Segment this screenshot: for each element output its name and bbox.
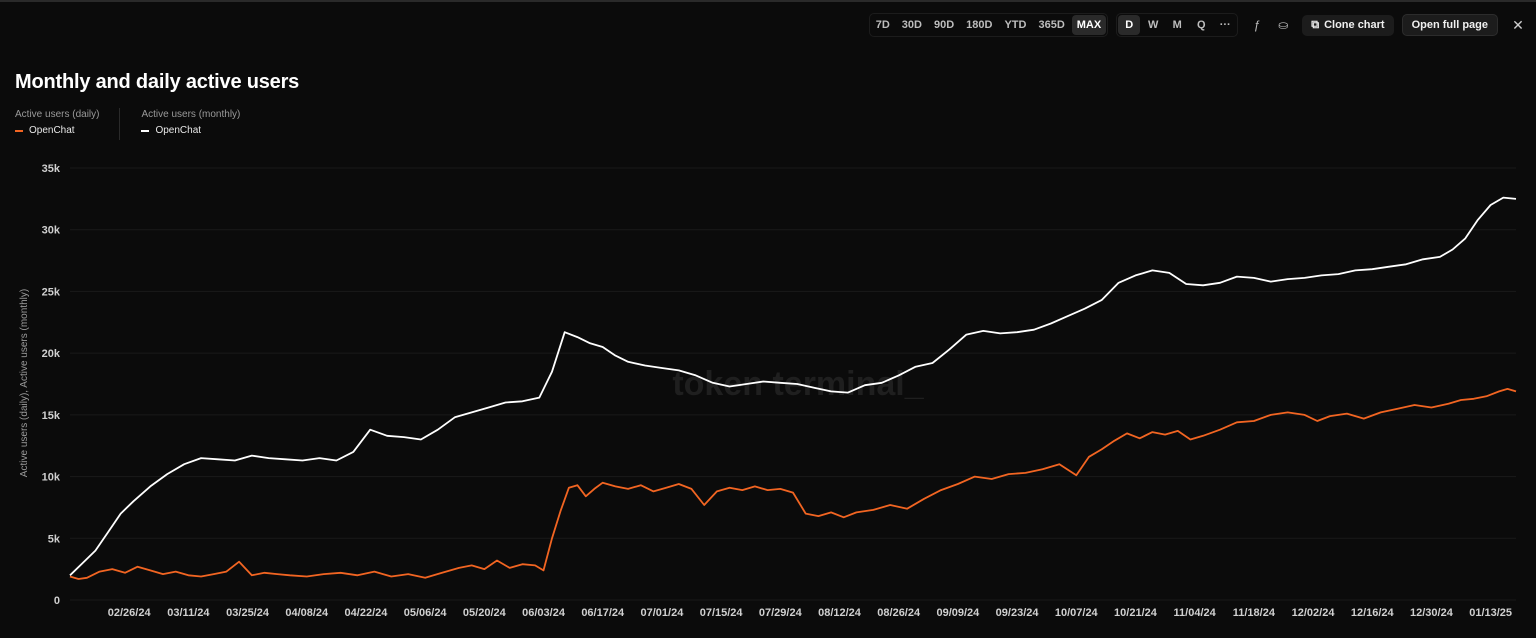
x-tick-label: 10/21/24 xyxy=(1114,607,1158,619)
y-tick-label: 10k xyxy=(42,472,61,484)
frequency-weekly-button[interactable]: W xyxy=(1148,19,1159,31)
x-tick-label: 03/25/24 xyxy=(226,607,270,619)
legend-item-monthly[interactable]: OpenChat xyxy=(141,125,240,136)
monthly-active-users-line xyxy=(69,196,1517,576)
more-options-icon[interactable]: ··· xyxy=(1219,19,1231,31)
x-tick-label: 05/20/24 xyxy=(463,607,507,619)
x-tick-label: 11/04/24 xyxy=(1174,607,1217,619)
range-7d-button[interactable]: 7D xyxy=(875,19,890,31)
formula-icon[interactable]: ƒ xyxy=(1253,18,1261,32)
x-tick-label: 10/07/24 xyxy=(1055,607,1099,619)
daily-active-users-line xyxy=(69,387,1517,580)
legend-label: OpenChat xyxy=(155,125,202,136)
range-ytd-button[interactable]: YTD xyxy=(1004,19,1027,31)
y-axis: 0 5k 10k 15k 20k 25k 30k 35k xyxy=(42,163,61,607)
y-tick-label: 0 xyxy=(54,595,60,607)
x-tick-label: 09/09/24 xyxy=(936,607,980,619)
legend-swatch-monthly xyxy=(141,129,150,132)
frequency-selector: D W M Q ··· xyxy=(1116,13,1239,37)
x-tick-label: 09/23/24 xyxy=(996,607,1040,619)
legend-swatch-daily xyxy=(15,129,23,132)
range-selector: 7D 30D 90D 180D YTD 365D MAX xyxy=(868,13,1109,37)
legend-label: OpenChat xyxy=(29,125,75,136)
clone-chart-label: Clone chart xyxy=(1324,19,1385,31)
range-90d-button[interactable]: 90D xyxy=(933,19,955,31)
x-tick-label: 06/03/24 xyxy=(522,607,566,619)
legend-group-title: Active users (daily) xyxy=(15,109,100,120)
x-tick-label: 08/12/24 xyxy=(818,607,862,619)
close-icon[interactable]: ✕ xyxy=(1512,16,1524,33)
x-tick-label: 08/26/24 xyxy=(877,607,921,619)
y-tick-label: 20k xyxy=(42,348,61,360)
chart-title: Monthly and daily active users xyxy=(15,71,300,93)
x-axis: 02/26/24 03/11/24 03/25/24 04/08/24 04/22/24… xyxy=(108,607,1512,619)
open-full-page-button[interactable]: Open full page xyxy=(1401,14,1498,36)
x-tick-label: 12/02/24 xyxy=(1292,607,1336,619)
legend-group-daily: Active users (daily) OpenChat xyxy=(15,108,121,140)
x-tick-label: 04/08/24 xyxy=(285,607,329,619)
range-30d-button[interactable]: 30D xyxy=(901,19,922,31)
frequency-daily-button[interactable]: D xyxy=(1118,15,1141,35)
x-tick-label: 05/06/24 xyxy=(404,607,448,619)
x-tick-label: 12/16/24 xyxy=(1351,607,1395,619)
x-tick-label: 11/18/24 xyxy=(1233,607,1276,619)
x-tick-label: 02/26/24 xyxy=(108,607,152,619)
copy-icon: ⧉ xyxy=(1311,18,1320,31)
chart-toolbar: 7D 30D 90D 180D YTD 365D MAX D W M Q ···… xyxy=(868,13,1536,37)
legend: Active users (daily) OpenChat Active use… xyxy=(15,108,281,140)
y-tick-label: 25k xyxy=(42,286,61,298)
y-tick-label: 5k xyxy=(48,533,61,545)
x-tick-label: 06/17/24 xyxy=(581,607,625,619)
chart-type-icon[interactable]: ⛀ xyxy=(1278,18,1289,32)
frequency-monthly-button[interactable]: M xyxy=(1172,19,1182,31)
range-max-button[interactable]: MAX xyxy=(1071,15,1107,35)
range-365d-button[interactable]: 365D xyxy=(1038,19,1065,31)
frequency-quarterly-button[interactable]: Q xyxy=(1196,19,1206,31)
grid xyxy=(70,167,1516,601)
x-tick-label: 07/29/24 xyxy=(759,607,803,619)
range-180d-button[interactable]: 180D xyxy=(966,19,993,31)
legend-group-monthly: Active users (monthly) OpenChat xyxy=(141,108,260,140)
legend-group-title: Active users (monthly) xyxy=(141,109,241,120)
y-tick-label: 35k xyxy=(42,163,61,175)
x-tick-label: 07/01/24 xyxy=(641,607,685,619)
x-tick-label: 04/22/24 xyxy=(345,607,389,619)
legend-item-daily[interactable]: OpenChat xyxy=(15,125,99,136)
y-tick-label: 15k xyxy=(42,410,61,422)
x-tick-label: 07/15/24 xyxy=(700,607,744,619)
series-lines xyxy=(69,196,1517,580)
x-tick-label: 12/30/24 xyxy=(1410,607,1454,619)
y-tick-label: 30k xyxy=(42,225,61,237)
x-tick-label: 01/13/25 xyxy=(1469,607,1512,619)
clone-chart-button[interactable]: ⧉ Clone chart xyxy=(1302,14,1394,36)
x-tick-label: 03/11/24 xyxy=(167,607,210,619)
y-axis-label: Active users (daily), Active users (mont… xyxy=(19,289,30,477)
window-top-border xyxy=(0,0,1536,2)
